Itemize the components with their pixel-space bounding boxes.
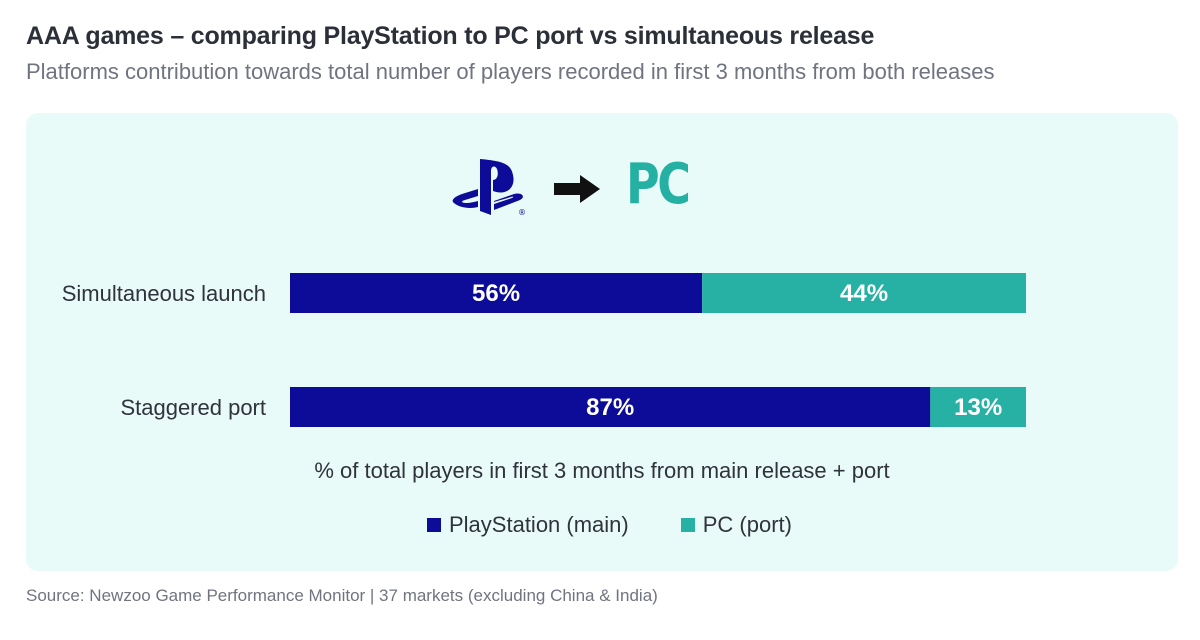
chart-subtitle: Platforms contribution towards total num… [26,59,995,84]
source-note: Source: Newzoo Game Performance Monitor … [26,586,658,605]
category-label-simultaneous: Simultaneous launch [61,281,266,306]
legend-swatch-playstation [427,518,441,532]
legend-swatch-pc [680,518,695,532]
data-label-staggered-port-pc-port: 13% [954,394,1002,421]
playstation-logo-icon: ® [452,159,526,217]
legend: PlayStation (main) PC (port) [427,512,844,538]
legend-label-playstation: PlayStation (main) [449,512,629,537]
chart-panel [26,113,1178,571]
bar-staggered-port-pc-port [930,387,1026,427]
legend-label-pc: PC (port) [702,512,792,537]
chart-footer-area: % of total players in first 3 months fro… [26,113,1178,571]
data-label-staggered-port-playstation-main: 87% [586,394,634,421]
bar-staggered-port-playstation-main [290,387,931,427]
x-axis-caption: % of total players in first 3 months fro… [314,458,890,483]
data-label-simultaneous-launch-playstation-main: 56% [472,280,520,307]
category-label-staggered: Staggered port [120,395,266,420]
arrow-right-icon [554,175,600,203]
legend-item-pc: PC (port) [680,512,792,538]
legend-item-playstation: PlayStation (main) [427,512,629,538]
platform-logos: ® PC [450,152,710,221]
data-label-simultaneous-launch-pc-port: 44% [840,280,888,307]
svg-text:®: ® [518,208,526,217]
bar-simultaneous-launch-pc-port [702,273,1026,313]
bar-simultaneous-launch-playstation-main [290,273,703,313]
chart-title: AAA games – comparing PlayStation to PC … [26,22,875,50]
pc-logo: PC [626,152,691,217]
